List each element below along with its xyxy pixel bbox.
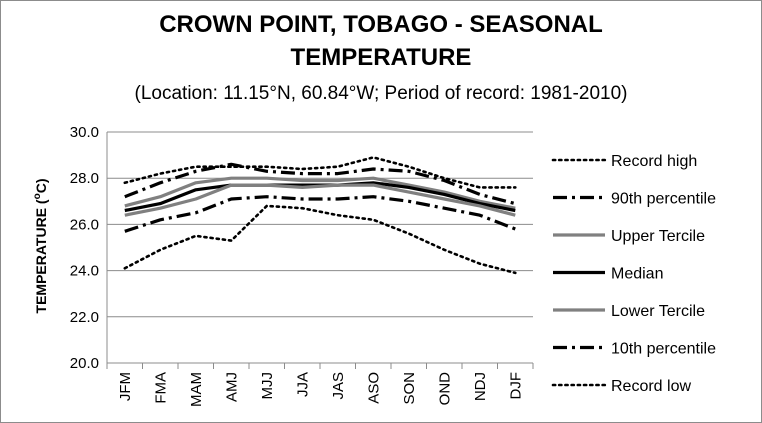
x-tick-label: JFM	[117, 372, 134, 401]
y-axis-label-superscript: o	[32, 193, 43, 199]
y-tick-label: 26.0	[70, 216, 99, 233]
gridlines	[107, 131, 533, 318]
legend-item: Record low	[551, 378, 691, 395]
legend-item: Median	[553, 266, 663, 283]
legend-item: Upper Tercile	[553, 228, 705, 245]
legend-item: 10th percentile	[553, 341, 716, 358]
y-axis-label-suffix: C)	[33, 179, 49, 194]
chart-subtitle: (Location: 11.15°N, 60.84°W; Period of r…	[135, 83, 628, 104]
series-line-lower-tercile	[124, 183, 516, 217]
axes	[106, 132, 534, 369]
y-tick-labels: 20.0 22.0 24.0 26.0 28.0 30.0	[70, 124, 99, 372]
x-tick-label: FMA	[152, 372, 169, 404]
y-tick-label: 30.0	[70, 124, 99, 141]
y-axis-label: TEMPERATURE (oC)	[32, 179, 49, 314]
y-tick-label: 20.0	[70, 355, 99, 372]
y-axis-label-prefix: TEMPERATURE (	[33, 199, 49, 313]
series-line-90th-percentile	[124, 162, 516, 206]
x-tick-label: AMJ	[223, 372, 240, 402]
series-lines	[123, 156, 517, 275]
legend-label: 10th percentile	[611, 341, 716, 358]
x-tick-label: DJF	[507, 372, 524, 400]
legend: Record high 90th percentile Upper Tercile M…	[551, 153, 716, 395]
x-tick-label: ASO	[365, 372, 382, 404]
legend-label: Upper Tercile	[611, 228, 705, 245]
legend-label: 90th percentile	[611, 191, 716, 208]
x-tick-label: JJA	[294, 372, 311, 397]
legend-label: Median	[611, 266, 663, 283]
chart-title-line-2: TEMPERATURE	[291, 44, 472, 71]
series-line-10th-percentile	[124, 195, 516, 233]
legend-item: 90th percentile	[553, 191, 716, 208]
y-tick-label: 22.0	[70, 309, 99, 326]
legend-item: Record high	[551, 153, 697, 170]
x-tick-label: OND	[436, 372, 453, 406]
legend-label: Record high	[611, 153, 697, 170]
x-tick-label: NDJ	[472, 372, 489, 401]
x-tick-labels: JFM FMA MAM AMJ MJJ JJA JAS ASO SON OND NDJ DJF	[117, 372, 525, 407]
y-tick-label: 28.0	[70, 170, 99, 187]
x-tick-label: MAM	[188, 372, 205, 407]
series-line-record-low	[123, 204, 517, 275]
legend-label: Record low	[611, 378, 691, 395]
x-tick-label: SON	[401, 372, 418, 405]
series-line-record-high	[123, 156, 517, 189]
series-line-upper-tercile	[124, 176, 516, 210]
x-tick-label: JAS	[330, 372, 347, 400]
legend-item: Lower Tercile	[553, 303, 705, 320]
chart-title-line-1: CROWN POINT, TOBAGO - SEASONAL	[159, 11, 603, 38]
x-tick-label: MJJ	[259, 372, 276, 400]
y-tick-label: 24.0	[70, 263, 99, 280]
legend-label: Lower Tercile	[611, 303, 705, 320]
